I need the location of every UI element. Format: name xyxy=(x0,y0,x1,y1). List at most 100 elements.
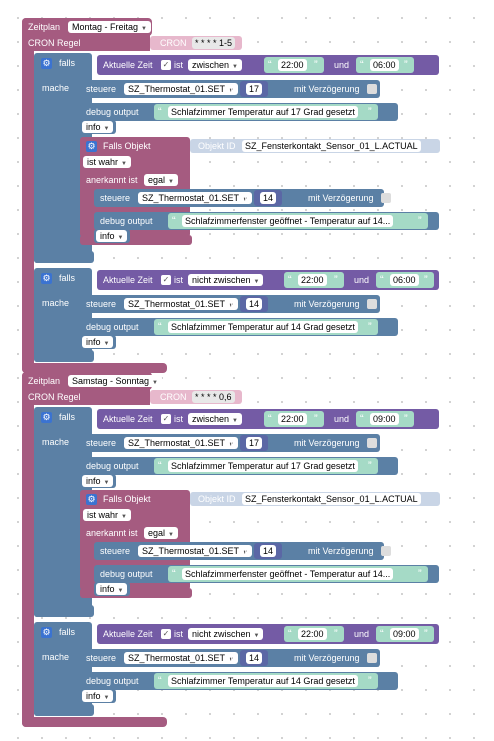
aktuelle-zeit-label: Aktuelle Zeit xyxy=(103,275,153,285)
cron-row[interactable] xyxy=(22,35,150,51)
log-level-dropdown[interactable]: info ▼ xyxy=(96,230,128,242)
delay-checkbox[interactable] xyxy=(367,438,377,448)
number-field[interactable]: 14 xyxy=(246,298,263,310)
debug-text[interactable]: Schlafzimmer Temperatur auf 14 Grad gese… xyxy=(168,321,358,333)
time-end[interactable]: 06:00 xyxy=(370,59,399,71)
quote-open-icon: “ xyxy=(380,274,384,286)
cron-row[interactable] xyxy=(22,389,150,405)
schedule-dropdown-value: Montag - Freitag xyxy=(72,22,139,32)
dropdown-arrow-icon: ▼ xyxy=(228,442,234,448)
cron-value[interactable]: * * * * 1-5 xyxy=(192,37,236,49)
dropdown-arrow-icon: ▼ xyxy=(228,303,234,309)
log-level-dropdown[interactable]: info ▼ xyxy=(82,336,114,348)
number-field[interactable]: 14 xyxy=(246,652,263,664)
debug-output-label: debug output xyxy=(86,107,139,117)
debug-output-label: debug output xyxy=(100,569,153,579)
condition-dropdown[interactable]: ist wahr ▼ xyxy=(83,156,131,168)
und-label: und xyxy=(354,629,370,639)
quote-open-icon: “ xyxy=(360,59,364,71)
time-checkbox[interactable]: ✓ xyxy=(161,275,171,285)
comparison-dropdown[interactable]: nicht zwischen ▼ xyxy=(188,628,264,640)
aktuelle-zeit-label: Aktuelle Zeit xyxy=(103,629,153,639)
comparison-dropdown[interactable]: zwischen ▼ xyxy=(188,59,242,71)
objekt-id-field[interactable]: SZ_Fensterkontakt_Sensor_01_L.ACTUAL xyxy=(242,140,421,152)
schedule-dropdown[interactable]: Samstag - Sonntag ▼ xyxy=(68,375,162,387)
time-condition[interactable] xyxy=(97,624,439,644)
time-start[interactable]: 22:00 xyxy=(298,274,327,286)
time-end[interactable]: 06:00 xyxy=(390,274,419,286)
comparison-dropdown[interactable]: zwischen ▼ xyxy=(188,413,242,425)
state-dropdown[interactable]: SZ_Thermostat_01.SET ▼ xyxy=(124,437,238,449)
time-condition[interactable] xyxy=(97,270,439,290)
dropdown-arrow-icon: ▼ xyxy=(232,64,238,70)
ack-dropdown[interactable]: egal ▼ xyxy=(144,527,178,539)
objekt-id-field[interactable]: SZ_Fensterkontakt_Sensor_01_L.ACTUAL xyxy=(242,493,421,505)
time-start[interactable]: 22:00 xyxy=(278,413,307,425)
gear-icon[interactable]: ⚙ xyxy=(41,58,52,69)
condition-dropdown[interactable]: ist wahr ▼ xyxy=(83,509,131,521)
und-label: und xyxy=(354,275,370,285)
ist-label: ist xyxy=(174,275,183,285)
zeitplan-label: Zeitplan xyxy=(28,376,61,386)
comparison-dropdown-value: zwischen xyxy=(192,60,230,70)
gear-icon[interactable]: ⚙ xyxy=(86,494,97,505)
quote-close-icon: ” xyxy=(368,460,372,472)
und-label: und xyxy=(334,60,350,70)
gear-icon[interactable]: ⚙ xyxy=(86,141,97,152)
time-start[interactable]: 22:00 xyxy=(278,59,307,71)
debug-text[interactable]: Schlafzimmer Temperatur auf 17 Grad gese… xyxy=(168,106,358,118)
mit-label: mit xyxy=(223,299,235,309)
debug-text[interactable]: Schlafzimmer Temperatur auf 17 Grad gese… xyxy=(168,460,358,472)
anerkannt-label: anerkannt ist xyxy=(86,528,138,538)
number-field[interactable]: 14 xyxy=(260,192,277,204)
log-level-dropdown[interactable]: info ▼ xyxy=(82,475,114,487)
log-level-dropdown[interactable]: info ▼ xyxy=(96,583,128,595)
gear-icon[interactable]: ⚙ xyxy=(41,273,52,284)
number-field[interactable]: 17 xyxy=(246,83,263,95)
time-checkbox[interactable]: ✓ xyxy=(161,629,171,639)
quote-open-icon: “ xyxy=(158,675,162,687)
schedule-block[interactable] xyxy=(22,372,34,727)
dropdown-arrow-icon: ▼ xyxy=(228,88,234,94)
number-field[interactable]: 17 xyxy=(246,437,263,449)
debug-text[interactable]: Schlafzimmerfenster geöffnet - Temperatu… xyxy=(182,568,394,580)
schedule-dropdown[interactable]: Montag - Freitag ▼ xyxy=(68,21,151,33)
log-level-dropdown[interactable]: info ▼ xyxy=(82,121,114,133)
objekt-id-tag: Objekt ID xyxy=(198,494,236,504)
quote-close-icon: ” xyxy=(418,568,422,580)
debug-text[interactable]: Schlafzimmer Temperatur auf 14 Grad gese… xyxy=(168,675,358,687)
state-dropdown[interactable]: SZ_Thermostat_01.SET ▼ xyxy=(124,298,238,310)
number-field[interactable]: 14 xyxy=(260,545,277,557)
state-dropdown-value: SZ_Thermostat_01.SET xyxy=(128,653,226,663)
objekt-id-tag: Objekt ID xyxy=(198,141,236,151)
time-start[interactable]: 22:00 xyxy=(298,628,327,640)
state-dropdown[interactable]: SZ_Thermostat_01.SET ▼ xyxy=(124,83,238,95)
cron-tag: CRON xyxy=(160,392,187,402)
state-dropdown[interactable]: SZ_Thermostat_01.SET ▼ xyxy=(138,545,252,557)
comparison-dropdown-value: zwischen xyxy=(192,414,230,424)
delay-checkbox[interactable] xyxy=(367,84,377,94)
cron-value[interactable]: * * * * 0,6 xyxy=(192,391,235,403)
log-level-dropdown-value: info xyxy=(100,231,115,241)
log-level-dropdown[interactable]: info ▼ xyxy=(82,690,114,702)
time-checkbox[interactable]: ✓ xyxy=(161,414,171,424)
state-dropdown-value: SZ_Thermostat_01.SET xyxy=(142,193,240,203)
time-end[interactable]: 09:00 xyxy=(370,413,399,425)
schedule-block[interactable] xyxy=(22,18,34,373)
comparison-dropdown[interactable]: nicht zwischen ▼ xyxy=(188,274,264,286)
debug-text[interactable]: Schlafzimmerfenster geöffnet - Temperatu… xyxy=(182,215,394,227)
delay-checkbox[interactable] xyxy=(367,299,377,309)
steuere-label: steuere xyxy=(100,546,131,556)
gear-icon[interactable]: ⚙ xyxy=(41,627,52,638)
cron-tag: CRON xyxy=(160,38,187,48)
steuere-label: steuere xyxy=(86,84,117,94)
state-dropdown[interactable]: SZ_Thermostat_01.SET ▼ xyxy=(138,192,252,204)
time-end[interactable]: 09:00 xyxy=(390,628,419,640)
delay-checkbox[interactable] xyxy=(367,653,377,663)
ack-dropdown[interactable]: egal ▼ xyxy=(144,174,178,186)
delay-checkbox[interactable] xyxy=(381,546,391,556)
state-dropdown[interactable]: SZ_Thermostat_01.SET ▼ xyxy=(124,652,238,664)
gear-icon[interactable]: ⚙ xyxy=(41,412,52,423)
delay-checkbox[interactable] xyxy=(381,193,391,203)
time-checkbox[interactable]: ✓ xyxy=(161,60,171,70)
